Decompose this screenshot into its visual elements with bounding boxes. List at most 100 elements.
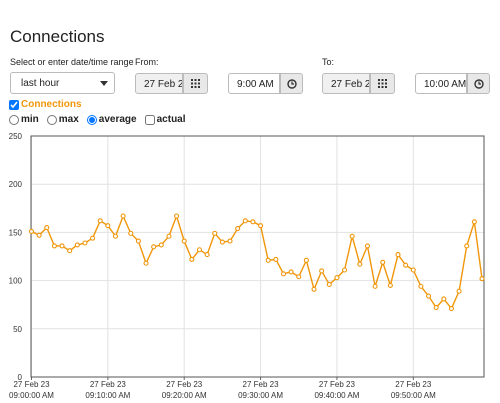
calendar-icon <box>191 79 200 88</box>
data-point <box>280 271 287 277</box>
data-point <box>105 223 111 229</box>
radio[interactable] <box>46 114 57 125</box>
x-tick-time: 09:50:00 AM <box>391 391 436 400</box>
to-time[interactable]: 10:00 AM <box>415 73 467 94</box>
data-point <box>387 282 393 288</box>
data-point <box>36 232 42 238</box>
checkbox[interactable] <box>144 114 155 125</box>
data-point <box>448 306 455 312</box>
data-point <box>265 257 271 263</box>
y-tick-label: 100 <box>9 277 23 286</box>
series-name: Connections <box>21 99 82 110</box>
x-tick-time: 09:30:00 AM <box>238 391 283 400</box>
data-point <box>326 281 332 288</box>
actual-option[interactable]: actual <box>144 114 186 125</box>
data-point <box>135 238 141 244</box>
range-value: last hour <box>21 78 60 89</box>
data-point <box>227 238 233 244</box>
data-point <box>82 240 88 246</box>
plot-frame <box>30 135 485 378</box>
data-point <box>28 228 35 234</box>
data-point <box>97 218 103 224</box>
data-point <box>372 283 378 289</box>
y-tick-label: 150 <box>9 228 23 237</box>
data-point <box>357 261 363 267</box>
data-point <box>410 267 416 273</box>
from-time-button[interactable] <box>280 73 303 94</box>
aggregation-label: average <box>98 114 137 125</box>
data-point <box>128 230 134 236</box>
y-tick-label: 250 <box>9 132 23 141</box>
to-date-button[interactable] <box>370 73 395 94</box>
data-point <box>273 256 279 262</box>
aggregation-option[interactable]: max <box>46 114 79 125</box>
data-point <box>67 248 73 254</box>
to-date-text: 27 Feb 2 <box>331 79 370 90</box>
data-point <box>426 293 432 299</box>
aggregation-options: min max average actual <box>9 114 186 125</box>
radio[interactable] <box>86 114 97 125</box>
aggregation-label: max <box>58 114 79 125</box>
x-tick-date: 27 Feb 23 <box>395 380 432 389</box>
data-point <box>296 274 302 280</box>
data-point <box>204 252 210 258</box>
x-tick-date: 27 Feb 23 <box>319 380 356 389</box>
data-point <box>235 225 241 232</box>
data-point <box>158 242 164 248</box>
to-date[interactable]: 27 Feb 2 <box>322 73 370 94</box>
data-point <box>364 243 371 249</box>
data-point <box>303 257 309 263</box>
data-point <box>242 218 248 224</box>
data-point <box>59 243 65 249</box>
from-date-button[interactable] <box>183 73 208 94</box>
data-point <box>90 235 96 241</box>
x-tick-date: 27 Feb 23 <box>166 380 203 389</box>
aggregation-option[interactable]: min <box>9 114 39 125</box>
radio[interactable] <box>9 114 19 125</box>
range-label: Select or enter date/time range <box>10 57 134 67</box>
series-checkbox[interactable] <box>9 99 19 110</box>
from-time-text: 9:00 AM <box>237 79 274 90</box>
page-title: Connections <box>10 27 105 46</box>
data-point <box>441 296 447 302</box>
data-point <box>403 262 409 268</box>
from-date-text: 27 Feb 2 <box>144 79 183 90</box>
x-tick-time: 09:00:00 AM <box>9 391 54 400</box>
x-tick-date: 27 Feb 23 <box>13 380 50 389</box>
data-point <box>288 269 294 275</box>
aggregation-option[interactable]: average <box>86 114 137 125</box>
data-point <box>143 260 149 266</box>
y-tick-label: 200 <box>9 180 23 189</box>
from-date[interactable]: 27 Feb 2 <box>135 73 183 94</box>
data-point <box>74 242 80 248</box>
data-point <box>479 276 485 282</box>
from-time[interactable]: 9:00 AM <box>228 73 280 94</box>
series-toggle[interactable]: Connections <box>9 99 82 110</box>
data-point <box>319 268 325 274</box>
x-tick-time: 09:40:00 AM <box>314 391 359 400</box>
data-point <box>219 239 225 245</box>
data-point <box>250 219 256 225</box>
data-point <box>471 219 477 225</box>
aggregation-label: min <box>21 114 39 125</box>
calendar-icon <box>378 79 387 88</box>
to-time-button[interactable] <box>467 73 490 94</box>
chart: 0 50 100 150 200 250 27 Feb 23 09:00:00 AM 27 Fe… <box>9 132 485 400</box>
data-point <box>349 233 355 239</box>
x-tick-date: 27 Feb 23 <box>90 380 127 389</box>
data-point <box>166 233 172 239</box>
data-point <box>151 244 157 250</box>
data-point <box>120 213 126 219</box>
y-tick-label: 0 <box>18 373 23 382</box>
x-tick-time: 09:20:00 AM <box>162 391 207 400</box>
data-point <box>380 259 386 265</box>
to-time-text: 10:00 AM <box>424 79 467 90</box>
from-label: From: <box>135 57 159 67</box>
data-point <box>342 267 348 273</box>
data-point <box>174 213 180 219</box>
data-point <box>51 243 57 249</box>
data-point <box>212 230 218 236</box>
range-select[interactable]: last hour <box>10 72 115 94</box>
data-point <box>464 243 470 249</box>
